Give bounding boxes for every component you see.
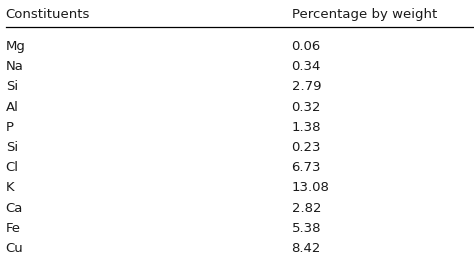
Text: Constituents: Constituents (6, 8, 90, 21)
Text: 0.32: 0.32 (292, 101, 321, 114)
Text: 13.08: 13.08 (292, 181, 329, 194)
Text: 8.42: 8.42 (292, 242, 321, 255)
Text: 2.82: 2.82 (292, 202, 321, 215)
Text: 5.38: 5.38 (292, 222, 321, 235)
Text: 6.73: 6.73 (292, 161, 321, 174)
Text: Cl: Cl (6, 161, 18, 174)
Text: K: K (6, 181, 14, 194)
Text: Mg: Mg (6, 40, 26, 53)
Text: Percentage by weight: Percentage by weight (292, 8, 437, 21)
Text: 0.23: 0.23 (292, 141, 321, 154)
Text: 0.06: 0.06 (292, 40, 321, 53)
Text: Cu: Cu (6, 242, 23, 255)
Text: 2.79: 2.79 (292, 81, 321, 93)
Text: P: P (6, 121, 14, 134)
Text: 1.38: 1.38 (292, 121, 321, 134)
Text: Si: Si (6, 81, 18, 93)
Text: 0.34: 0.34 (292, 60, 321, 73)
Text: Na: Na (6, 60, 24, 73)
Text: Al: Al (6, 101, 18, 114)
Text: Fe: Fe (6, 222, 21, 235)
Text: Ca: Ca (6, 202, 23, 215)
Text: Si: Si (6, 141, 18, 154)
